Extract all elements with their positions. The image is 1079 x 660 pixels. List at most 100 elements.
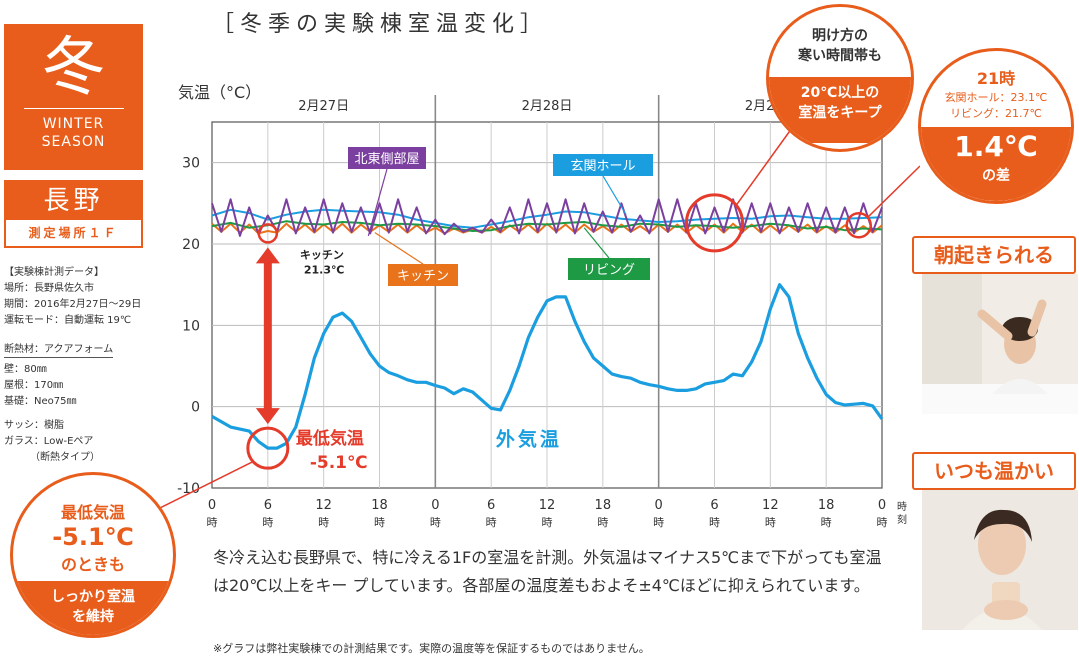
y-tick-label: 0 xyxy=(191,400,200,416)
x-axis-label-2: 刻 xyxy=(897,513,907,526)
dawn-callout-connector xyxy=(735,127,793,206)
season-kanji: 冬 xyxy=(41,31,106,105)
dawn-line4: 室温をキープ xyxy=(798,105,882,121)
diff-time: 21時 xyxy=(976,69,1016,88)
info-insulation: 断熱材：アクアフォーム xyxy=(4,342,114,358)
day-label: 2月27日 xyxy=(298,99,349,114)
dawn-line3: 20℃以上の xyxy=(800,85,880,101)
legend-label-2: 玄関ホール xyxy=(570,159,635,174)
diff-value: 1.4℃ xyxy=(954,130,1038,163)
day-label: 2月28日 xyxy=(522,99,573,114)
diff-callout: 21時 玄関ホール：23.1℃ リビング：21.7℃ 1.4℃ の差 xyxy=(918,48,1074,204)
diff-marker xyxy=(845,212,872,239)
y-axis-label: 気温（°C） xyxy=(178,83,261,102)
outdoor-min-label-1: 最低気温 xyxy=(296,428,364,449)
legend-connector-1 xyxy=(367,168,388,237)
info-period: 期間：2016年2月27日～29日 xyxy=(4,299,142,310)
legend-connector-4 xyxy=(374,232,424,265)
x-tick-label: 12 xyxy=(315,498,332,513)
x-tick-label: 6 xyxy=(710,498,718,513)
x-tick-unit: 時 xyxy=(262,516,273,529)
info-mode: 運転モード：自動運転 19℃ xyxy=(4,315,132,326)
min-temp-callout: 最低気温 -5.1℃ のときも しっかり室温 を維持 xyxy=(10,472,176,638)
legend-label-4: キッチン xyxy=(397,269,449,284)
y-tick-label: 20 xyxy=(182,237,200,253)
min-callout-line1: 最低気温 xyxy=(60,503,125,522)
x-tick-unit: 時 xyxy=(486,516,497,529)
info-sash: サッシ：樹脂 xyxy=(4,420,64,431)
dawn-line1: 明け方の xyxy=(812,28,868,44)
diff-suffix: の差 xyxy=(982,168,1010,184)
legend-box-3 xyxy=(568,258,650,280)
outdoor-min-marker xyxy=(246,426,290,470)
place-name: 長野 xyxy=(6,182,141,220)
min-callout-line2: -5.1℃ xyxy=(52,523,134,551)
x-tick-unit: 時 xyxy=(877,516,888,529)
morning-person-image xyxy=(922,274,1078,414)
y-tick-label: 30 xyxy=(182,156,200,172)
kitchen-min-label-1: キッチン xyxy=(300,248,344,261)
legend-label-3: リビング xyxy=(583,263,635,278)
place-sub: 測定場所１Ｆ xyxy=(28,226,119,240)
x-tick-label: 0 xyxy=(431,498,439,513)
legend-box-4 xyxy=(388,264,458,286)
x-tick-label: 0 xyxy=(208,498,216,513)
legend-connector-2 xyxy=(602,175,627,216)
season-badge: 冬 WINTER SEASON xyxy=(4,24,143,170)
page-title: ［冬季の実験棟室温変化］ xyxy=(212,12,549,37)
x-tick-label: 12 xyxy=(539,498,556,513)
dawn-marker xyxy=(685,193,744,253)
info-glass-type: （断熱タイプ） xyxy=(30,452,100,463)
outdoor-series-label: 外気温 xyxy=(496,428,562,451)
kitchen-min-label-2: 21.3℃ xyxy=(304,263,344,276)
photo-warm xyxy=(922,490,1078,630)
y-tick-label: 10 xyxy=(182,318,200,334)
diff-living: リビング：21.7℃ xyxy=(950,107,1042,120)
x-tick-label: 6 xyxy=(487,498,495,513)
diff-hall: 玄関ホール：23.1℃ xyxy=(944,91,1048,104)
dawn-callout: 明け方の 寒い時間帯も 20℃以上の 室温をキープ xyxy=(766,4,914,152)
photo-label-morning: 朝起きられる xyxy=(912,236,1076,274)
legend-box-1 xyxy=(348,147,426,169)
x-tick-label: 18 xyxy=(818,498,835,513)
x-tick-unit: 時 xyxy=(542,516,553,529)
diff-arrow-head-up xyxy=(255,247,280,264)
x-tick-unit: 時 xyxy=(597,516,608,529)
x-tick-unit: 時 xyxy=(430,516,441,529)
min-callout-band: しっかり室温 を維持 xyxy=(13,581,173,635)
x-tick-label: 18 xyxy=(371,498,388,513)
series-line-0 xyxy=(211,283,884,450)
x-tick-label: 6 xyxy=(264,498,272,513)
footnote: ※グラフは弊社実験棟での計測結果です。実際の温度等を保証するものではありません。 xyxy=(213,642,650,655)
x-tick-unit: 時 xyxy=(207,516,218,529)
series-line-3 xyxy=(211,220,883,232)
season-en-line2: SEASON xyxy=(41,134,106,150)
x-tick-unit: 時 xyxy=(765,516,776,529)
warm-person-image xyxy=(922,490,1078,630)
x-tick-unit: 時 xyxy=(374,516,385,529)
info-roof: 屋根：170㎜ xyxy=(4,380,64,391)
season-en-line1: WINTER xyxy=(42,116,105,132)
y-tick-label: -10 xyxy=(177,481,200,497)
legend-box-2 xyxy=(553,154,653,176)
season-divider xyxy=(23,108,124,109)
min-callout-line3: のときも xyxy=(60,555,125,574)
legend-label-1: 北東側部屋 xyxy=(354,151,419,167)
legend-connector-3 xyxy=(583,227,610,259)
series-line-2 xyxy=(211,208,883,229)
min-callout-line4: しっかり室温 xyxy=(51,589,135,605)
series-line-1 xyxy=(211,198,883,237)
x-tick-label: 12 xyxy=(762,498,779,513)
info-glass: ガラス：Low-Eペア xyxy=(4,436,94,447)
x-axis-label: 時 xyxy=(897,501,907,513)
min-callout-connector xyxy=(160,461,253,509)
description-text: 冬冷え込む長野県で、特に冷える1Fの室温を計測。外気温はマイナス5℃まで下がって… xyxy=(213,548,882,595)
diff-arrow-head-down xyxy=(255,408,280,425)
outdoor-min-label-2: -5.1℃ xyxy=(310,453,368,473)
diff-callout-connector xyxy=(867,165,920,218)
x-tick-unit: 時 xyxy=(821,516,832,529)
photo-label-warm: いつも温かい xyxy=(912,452,1076,490)
x-tick-unit: 時 xyxy=(318,516,329,529)
place-badge: 長野 測定場所１Ｆ xyxy=(4,180,143,248)
